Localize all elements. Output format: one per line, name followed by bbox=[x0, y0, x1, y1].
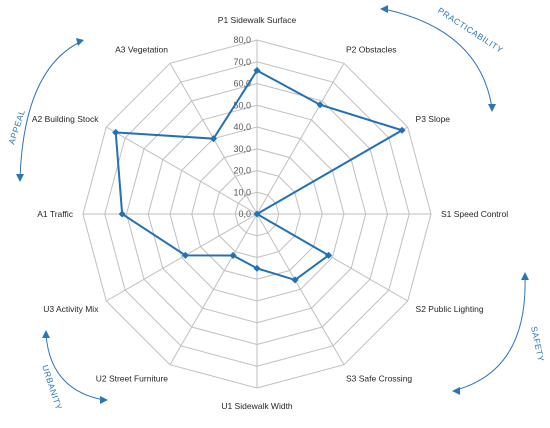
axis-labels: P1 Sidewalk Surface P2 Obstacles P3 Slope S… bbox=[32, 15, 508, 411]
tick-label: 70,0 bbox=[233, 57, 251, 67]
data-point bbox=[316, 101, 324, 109]
tick-label: 10,0 bbox=[233, 187, 251, 197]
practicability-arrow-end bbox=[488, 104, 496, 112]
group-label-urbanity: URBANITY bbox=[40, 364, 64, 412]
data-point bbox=[325, 251, 333, 259]
safety-arrow-end bbox=[452, 387, 460, 395]
axis-label: A2 Building Stock bbox=[32, 114, 99, 124]
series-layer bbox=[112, 66, 406, 284]
axis-label: S1 Speed Control bbox=[441, 209, 508, 219]
data-point bbox=[253, 66, 261, 74]
axis-label: U3 Activity Mix bbox=[43, 304, 99, 314]
tick-label: 80,0 bbox=[233, 35, 251, 45]
practicability-arrow-start bbox=[380, 5, 388, 13]
axis-label: S3 Safe Crossing bbox=[346, 374, 412, 384]
axis-label: U1 Sidewalk Width bbox=[221, 401, 293, 411]
appeal-arrow-start bbox=[76, 38, 84, 46]
data-point bbox=[229, 251, 237, 259]
data-point bbox=[291, 276, 299, 284]
safety-arc bbox=[455, 275, 526, 391]
group-label-practicability: PRACTICABILITY bbox=[436, 5, 505, 55]
axis-label: A1 Traffic bbox=[37, 209, 73, 219]
axis-label: S2 Public Lighting bbox=[416, 304, 484, 314]
data-point bbox=[253, 210, 261, 218]
axis-label: P3 Slope bbox=[416, 114, 451, 124]
data-point bbox=[112, 128, 120, 136]
group-label-appeal: APPEAL bbox=[6, 108, 27, 145]
tick-label: 30,0 bbox=[233, 144, 251, 154]
data-point bbox=[118, 210, 126, 218]
urbanity-arrow-end bbox=[100, 396, 108, 404]
appeal-arrow-end bbox=[16, 174, 24, 182]
tick-label: 40,0 bbox=[233, 122, 251, 132]
grid-spoke bbox=[106, 213, 258, 302]
grid-spoke bbox=[106, 126, 258, 215]
tick-label: 20,0 bbox=[233, 166, 251, 176]
data-point bbox=[181, 251, 189, 259]
axis-label: U2 Street Furniture bbox=[96, 374, 169, 384]
tick-label: 50,0 bbox=[233, 100, 251, 110]
appeal-arc bbox=[19, 41, 81, 179]
grid-spoke bbox=[256, 213, 345, 365]
radial-tick-labels: 0,0 10,0 20,0 30,0 40,0 50,0 60,0 70,0 80,0 bbox=[233, 35, 251, 219]
safety-arrow-start bbox=[521, 272, 529, 280]
tick-label: 60,0 bbox=[233, 79, 251, 89]
tick-label: 0,0 bbox=[238, 209, 251, 219]
axis-label: A3 Vegetation bbox=[115, 44, 168, 54]
urbanity-arrow-start bbox=[42, 330, 50, 338]
urbanity-arc bbox=[45, 333, 105, 401]
data-point bbox=[253, 264, 261, 272]
grid-spoke bbox=[256, 63, 345, 215]
data-point bbox=[209, 135, 218, 143]
axis-label: P1 Sidewalk Surface bbox=[218, 15, 297, 25]
group-label-safety: SAFETY bbox=[529, 325, 546, 362]
practicability-arc bbox=[383, 8, 493, 109]
grid-spoke bbox=[169, 213, 258, 365]
axis-label: P2 Obstacles bbox=[346, 44, 397, 54]
data-point bbox=[398, 126, 406, 134]
